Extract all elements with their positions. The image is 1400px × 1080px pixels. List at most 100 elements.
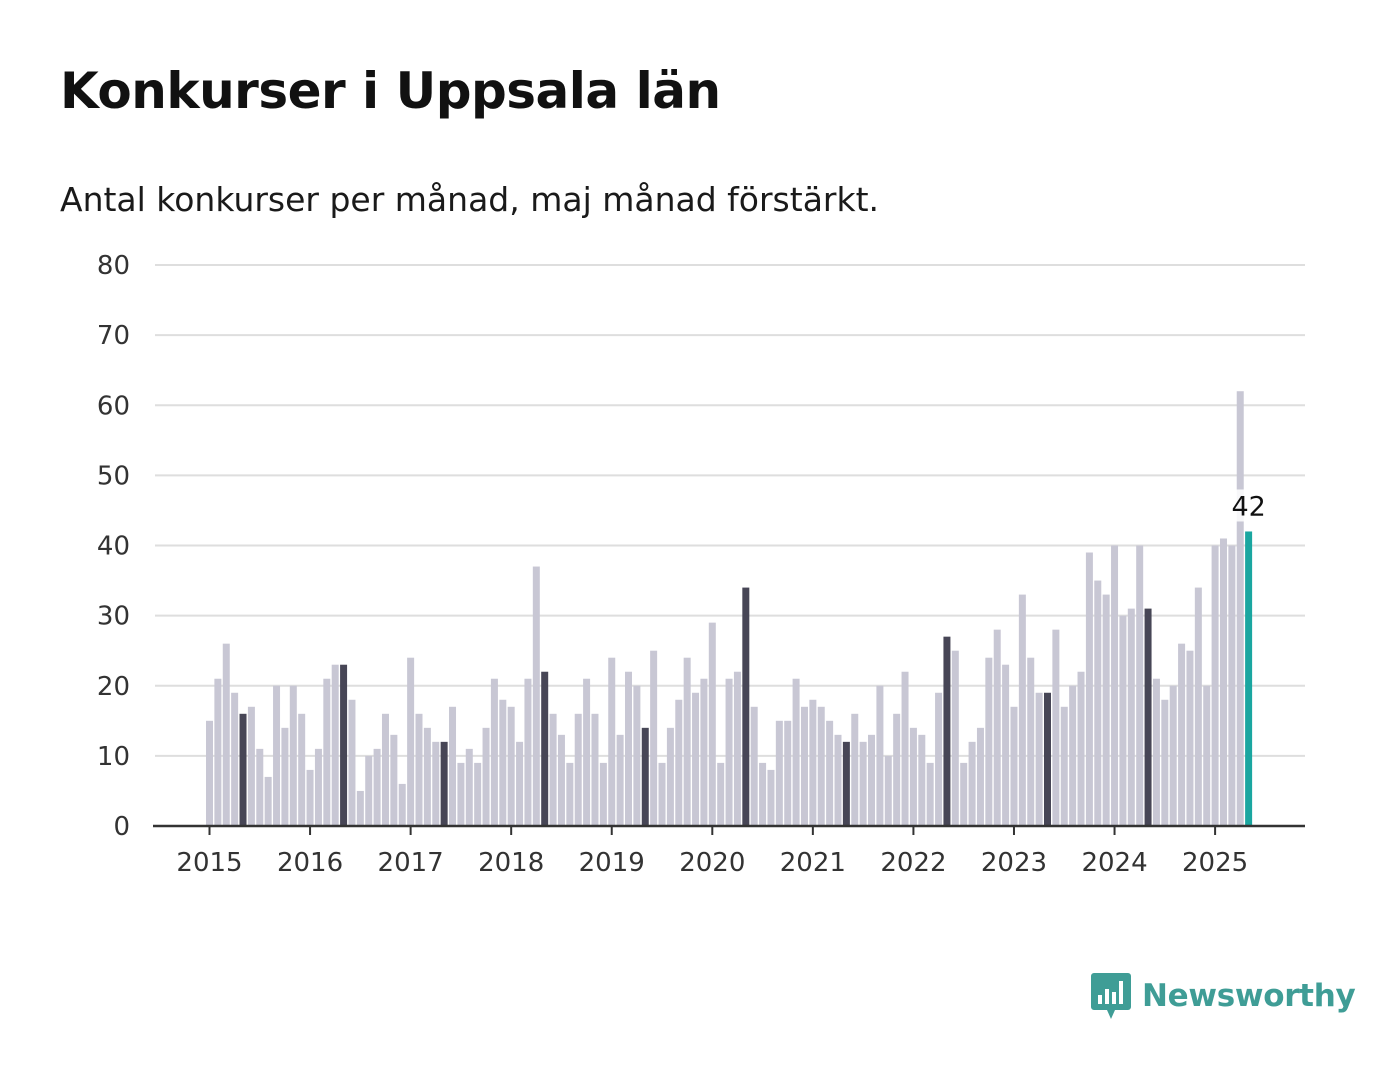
bar <box>1194 587 1202 826</box>
bar <box>1161 699 1169 826</box>
bar <box>549 713 557 826</box>
bar-may <box>541 671 549 826</box>
x-tick-label: 2019 <box>579 848 645 878</box>
bar <box>1027 657 1035 826</box>
y-tick-label: 60 <box>97 391 130 421</box>
bar <box>1169 685 1177 826</box>
bar <box>256 748 264 826</box>
x-tick-label: 2018 <box>478 848 544 878</box>
y-tick-label: 80 <box>97 251 130 281</box>
bar <box>1077 671 1085 826</box>
bar-may <box>641 727 649 826</box>
bar <box>206 720 213 826</box>
bar <box>1111 545 1119 826</box>
bar <box>524 678 532 826</box>
x-tick-label: 2022 <box>880 848 946 878</box>
bar <box>557 734 565 826</box>
bar <box>708 622 716 826</box>
bar <box>692 692 700 826</box>
bar-may <box>742 587 750 826</box>
bar <box>365 755 373 827</box>
y-tick-label: 40 <box>97 532 130 562</box>
bar <box>1060 706 1068 826</box>
y-tick-label: 10 <box>97 742 130 772</box>
bar-chart-speech-bubble-icon <box>1091 973 1131 1019</box>
bar-may <box>1144 608 1152 826</box>
x-tick-label: 2023 <box>981 848 1047 878</box>
bar <box>449 706 457 826</box>
bar <box>1119 615 1127 827</box>
bar <box>1211 545 1219 826</box>
bar <box>851 713 859 826</box>
bar <box>909 727 917 826</box>
bar <box>968 741 976 826</box>
x-tick-label: 2021 <box>780 848 846 878</box>
bar <box>759 762 767 826</box>
x-tick-label: 2024 <box>1081 848 1147 878</box>
bar <box>993 629 1001 826</box>
bar <box>289 685 297 826</box>
bar <box>834 734 842 826</box>
bar <box>490 678 498 826</box>
bar <box>432 741 440 826</box>
bar <box>1102 594 1110 826</box>
chart-subtitle: Antal konkurser per månad, maj månad för… <box>60 180 880 219</box>
bar <box>415 713 423 826</box>
bar-may <box>1044 692 1051 826</box>
bar <box>482 727 490 826</box>
bar <box>926 762 934 826</box>
bar <box>1178 643 1186 826</box>
bar <box>457 762 465 826</box>
bar <box>264 776 272 826</box>
bar-latest <box>1245 531 1253 826</box>
bar <box>281 727 289 826</box>
bar <box>465 748 473 826</box>
bar <box>1052 629 1060 826</box>
value-label: 42 <box>1231 491 1265 522</box>
bar <box>1136 545 1144 826</box>
y-tick-label: 70 <box>97 321 130 351</box>
bar <box>935 692 943 826</box>
bar <box>1219 538 1227 826</box>
bar-may <box>340 664 348 826</box>
bar <box>574 713 582 826</box>
bar <box>901 671 909 826</box>
bar <box>356 790 364 826</box>
bar <box>1002 664 1010 826</box>
bar <box>809 699 817 826</box>
bar <box>717 762 725 826</box>
bar <box>859 741 867 826</box>
bar <box>306 769 314 826</box>
bar <box>474 762 482 826</box>
bar <box>348 699 356 826</box>
bar <box>423 727 431 826</box>
bar <box>826 720 834 826</box>
bar <box>1236 391 1244 826</box>
bar-may <box>440 741 448 826</box>
bar-may <box>943 636 951 826</box>
bar <box>733 671 741 826</box>
bar <box>507 706 515 826</box>
bar-may <box>239 713 247 826</box>
bar <box>314 748 322 826</box>
bar <box>817 706 825 826</box>
bar <box>1069 685 1077 826</box>
bar <box>1152 678 1160 826</box>
bar <box>725 678 733 826</box>
bar <box>323 678 331 826</box>
bar <box>1018 594 1026 826</box>
bar <box>876 685 884 826</box>
bar <box>784 720 792 826</box>
bar <box>591 713 599 826</box>
bar <box>381 713 389 826</box>
bar <box>985 657 993 826</box>
y-tick-label: 30 <box>97 602 130 632</box>
brand-name: Newsworthy <box>1142 978 1356 1014</box>
bar <box>633 685 641 826</box>
x-tick-label: 2017 <box>378 848 444 878</box>
bar <box>214 678 222 826</box>
bar <box>976 727 984 826</box>
bar <box>1035 692 1043 826</box>
bar <box>767 769 775 826</box>
chart-title: Konkurser i Uppsala län <box>60 62 721 120</box>
